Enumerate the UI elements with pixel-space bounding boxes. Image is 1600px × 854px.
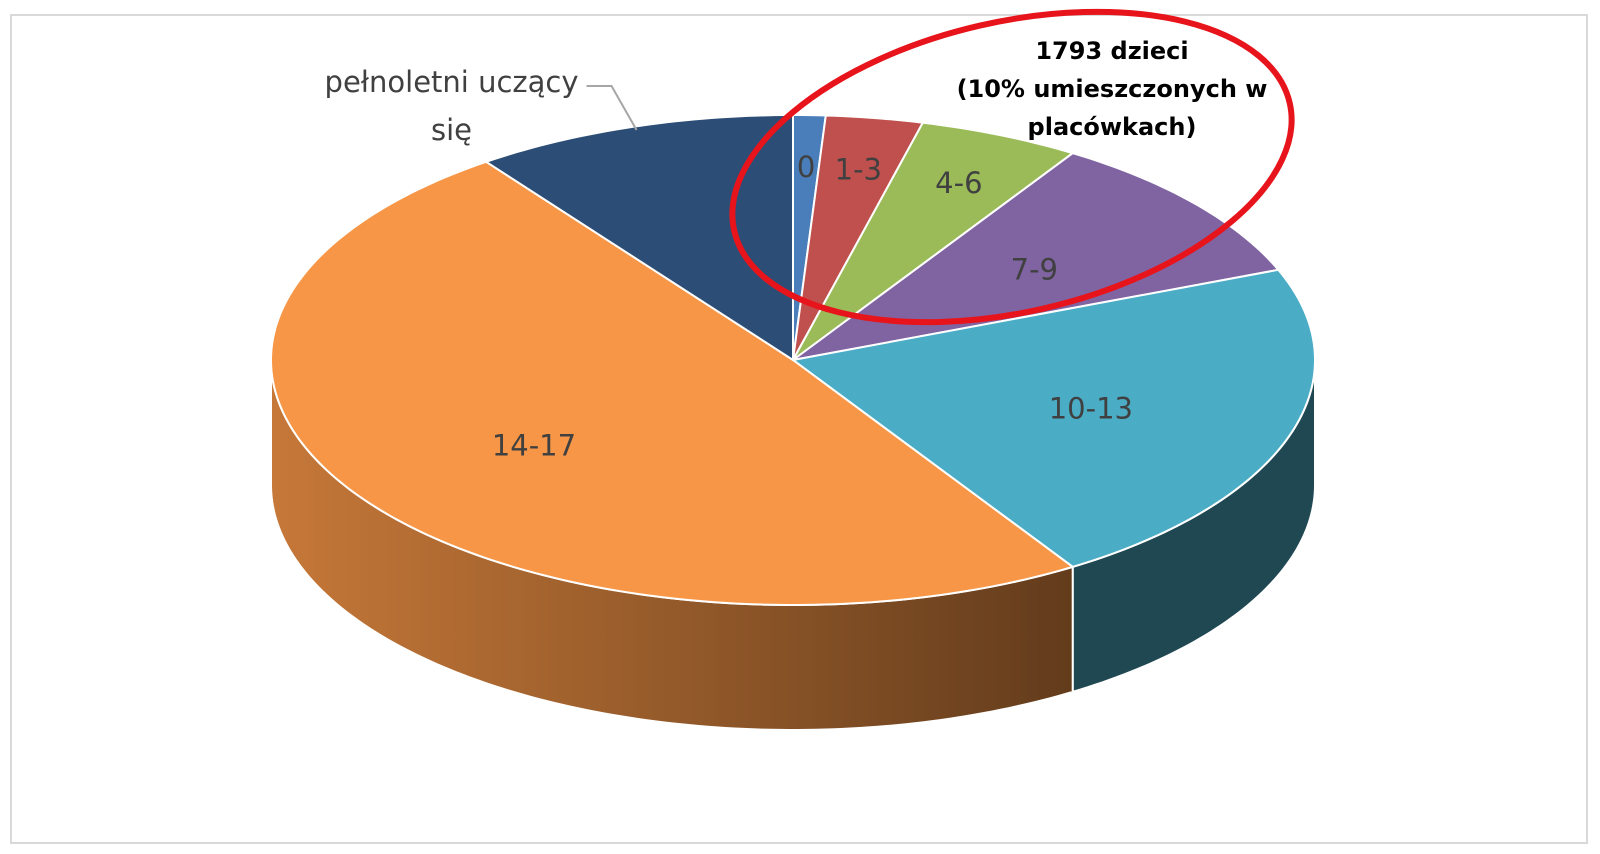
slice-label: 4-6 [935,166,982,200]
slice-label: 7-9 [1011,252,1058,286]
slice [792,152,1281,361]
slice-label: pełnoletni uczący się [324,64,579,147]
annotation-text: (10% umieszczonych w [957,75,1268,103]
slice-label: 1-3 [835,152,882,186]
slice-label: 10-13 [1049,391,1133,425]
slice [270,160,1075,606]
slice [483,113,794,362]
slice-label: 14-17 [492,429,576,463]
chart-frame [10,14,1588,844]
annotation-text: 1793 dzieci [1035,37,1188,65]
annotation-ellipse [729,8,1295,326]
slice [792,121,1075,361]
slice-label: 0 [797,150,815,184]
leader-line [586,84,638,131]
slice [790,268,1317,568]
annotation-text: placówkach) [1028,113,1197,141]
